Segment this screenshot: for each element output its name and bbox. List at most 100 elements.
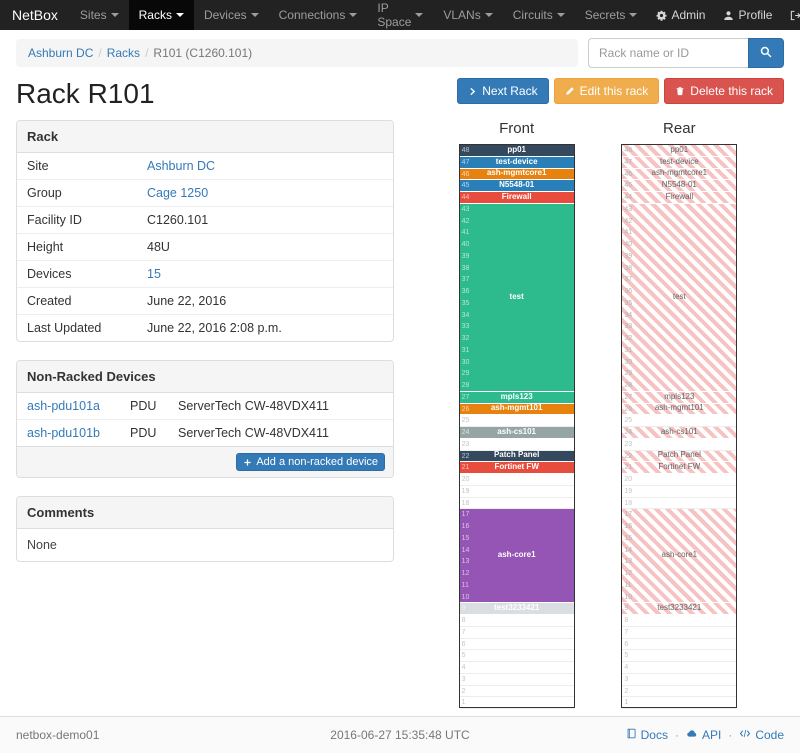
rack-device-ash-mgmtcore1-front[interactable]: 46 ash-mgmtcore1 [459, 168, 574, 181]
book-icon [626, 728, 637, 742]
footer-separator: · [728, 728, 733, 742]
device-name-label: test [509, 291, 524, 301]
nav-item-connections[interactable]: Connections [269, 0, 368, 30]
unit-numbers: 9 [461, 605, 466, 613]
unit-numbers: 46 [461, 170, 470, 178]
rack-unit-25-front: 25 [459, 415, 574, 427]
nav-item-vlans[interactable]: VLANs [433, 0, 502, 30]
rack-unit-6-front: 6 [459, 639, 574, 651]
unit-number: 3 [624, 675, 629, 683]
rack-device-ash-mgmt101-rear[interactable]: 26 ash-mgmt101 [622, 403, 737, 416]
rack-device-ash-cs101-front[interactable]: 24 ash-cs101 [459, 427, 574, 439]
rack-device-patch-panel-rear[interactable]: 22 Patch Panel [622, 450, 737, 463]
nav-util-profile[interactable]: Profile [714, 0, 781, 30]
rack-device-test3233421-front[interactable]: 9 test3233421 [459, 603, 574, 615]
nav-util-log-out[interactable]: Log out [781, 0, 800, 30]
rack-unit-20-rear: 20 [622, 474, 737, 486]
device-name-label: ash-core1 [661, 550, 698, 560]
rack-device-test3233421-rear[interactable]: 9 test3233421 [622, 603, 737, 615]
rack-device-fortinet-fw-front[interactable]: 21 Fortinet FW [459, 462, 574, 474]
brand[interactable]: NetBox [12, 7, 58, 23]
breadcrumb-item-ashburn-dc[interactable]: Ashburn DC [28, 46, 94, 60]
rack-front-diagram: 4847464544434241403938373635343332313029… [458, 144, 575, 709]
rack-device-ash-cs101-rear[interactable]: 24 ash-cs101 [622, 426, 737, 439]
device-link-ash-pdu101b[interactable]: ash-pdu101b [27, 426, 100, 440]
rack-device-pp01-front[interactable]: 48 pp01 [459, 145, 574, 157]
breadcrumb-item-racks[interactable]: Racks [106, 46, 141, 60]
rack-device-patch-panel-front[interactable]: 22 Patch Panel [459, 450, 574, 463]
logout-icon [790, 10, 800, 21]
rack-device-n5548-01-front[interactable]: 45 N5548-01 [459, 180, 574, 192]
rack-device-firewall-rear[interactable]: 44 Firewall [622, 192, 737, 204]
rack-device-mpls123-rear[interactable]: 27 mpls123 [622, 391, 737, 404]
rear-elevation-title: Rear [663, 120, 696, 137]
rack-device-test-device-rear[interactable]: 47 test-device [622, 156, 737, 169]
nav-util-admin[interactable]: Admin [647, 0, 714, 30]
unit-number: 4 [461, 664, 466, 671]
rack-device-test-front[interactable]: 43 42 41 40 39 38 37 36 35 34 33 32 31 30 29 28 test [459, 203, 574, 392]
device-name-label: ash-mgmtcore1 [651, 168, 708, 178]
unit-numbers: 45 [624, 182, 633, 190]
rack-unit-1-front: 1 [459, 697, 574, 709]
rack-device-firewall-front[interactable]: 44 Firewall [459, 192, 574, 204]
footer-link-docs[interactable]: Docs [626, 728, 668, 742]
footer-link-label: Code [755, 728, 784, 742]
delete-rack-button[interactable]: Delete this rack [664, 78, 784, 104]
gear-icon [656, 10, 667, 21]
rack-device-test-rear[interactable]: 43 42 41 40 39 38 37 36 35 34 33 32 31 30 29 28 test [622, 203, 737, 392]
nav-item-circuits[interactable]: Circuits [503, 0, 575, 30]
nav-item-racks[interactable]: Racks [128, 0, 194, 30]
edit-rack-button[interactable]: Edit this rack [553, 78, 660, 104]
attr-value: 48U [147, 240, 170, 254]
attr-value: June 22, 2016 [147, 294, 227, 308]
nav-item-label: Devices [203, 8, 247, 22]
rack-device-ash-core1-rear[interactable]: 17 16 15 14 13 12 11 10 ash-core1 [622, 509, 737, 604]
top-navbar: NetBox Sites Racks Devices Connections IP Sp… [0, 0, 800, 30]
rack-device-ash-core1-front[interactable]: 17 16 15 14 13 12 11 10 ash-core1 [459, 509, 574, 604]
unit-number: 7 [624, 628, 629, 636]
search-input[interactable] [588, 38, 748, 68]
attr-value: Cage 1250 [137, 180, 393, 206]
search-button[interactable] [748, 38, 784, 68]
rack-device-ash-mgmt101-front[interactable]: 26 ash-mgmt101 [459, 403, 574, 416]
unit-numbers: 48 [624, 147, 633, 154]
unit-number: 5 [624, 652, 629, 660]
rack-device-ash-mgmtcore1-rear[interactable]: 46 ash-mgmtcore1 [622, 168, 737, 181]
rack-device-pp01-rear[interactable]: 48 pp01 [622, 145, 737, 157]
device-name-label: ash-core1 [497, 550, 536, 560]
attr-value-link[interactable]: 15 [147, 267, 161, 281]
attr-value-link[interactable]: Ashburn DC [147, 159, 216, 173]
device-name-label: ash-cs101 [660, 426, 698, 436]
device-name-label: Patch Panel [657, 450, 701, 460]
footer-link-api[interactable]: API [686, 728, 721, 742]
unit-number: 18 [461, 499, 470, 507]
rack-device-test-device-front[interactable]: 47 test-device [459, 156, 574, 169]
unit-numbers: 27 [624, 393, 633, 401]
rack-device-n5548-01-rear[interactable]: 45 N5548-01 [622, 180, 737, 192]
unit-number: 5 [461, 652, 466, 660]
attr-label: Height [27, 240, 64, 254]
nav-item-label: IP Space [377, 1, 412, 29]
nav-item-ip-space[interactable]: IP Space [367, 0, 433, 30]
rack-device-fortinet-fw-rear[interactable]: 21 Fortinet FW [622, 462, 737, 474]
unit-number: 19 [624, 487, 633, 495]
add-non-racked-device-button[interactable]: Add a non-racked device [236, 453, 385, 471]
nav-item-label: Connections [278, 8, 346, 22]
unit-number: 1 [461, 699, 466, 707]
rack-unit-5-rear: 5 [622, 650, 737, 662]
nav-item-devices[interactable]: Devices [194, 0, 269, 30]
next-rack-button[interactable]: Next Rack [457, 78, 549, 104]
footer-link-code[interactable]: Code [739, 728, 784, 742]
nav-item-secrets[interactable]: Secrets [575, 0, 648, 30]
unit-number: 6 [624, 640, 629, 648]
rack-unit-1-rear: 1 [622, 697, 737, 709]
attr-value-link[interactable]: Cage 1250 [147, 186, 209, 200]
unit-number: 18 [624, 499, 633, 507]
rack-actions: Next Rack Edit this rack Delete this rac… [457, 78, 784, 104]
next-rack-label: Next Rack [482, 84, 538, 98]
nav-item-sites[interactable]: Sites [70, 0, 129, 30]
unit-numbers: 46 [624, 170, 633, 178]
rack-device-mpls123-front[interactable]: 27 mpls123 [459, 391, 574, 404]
device-name-label: test3233421 [657, 603, 702, 613]
device-link-ash-pdu101a[interactable]: ash-pdu101a [27, 399, 100, 413]
